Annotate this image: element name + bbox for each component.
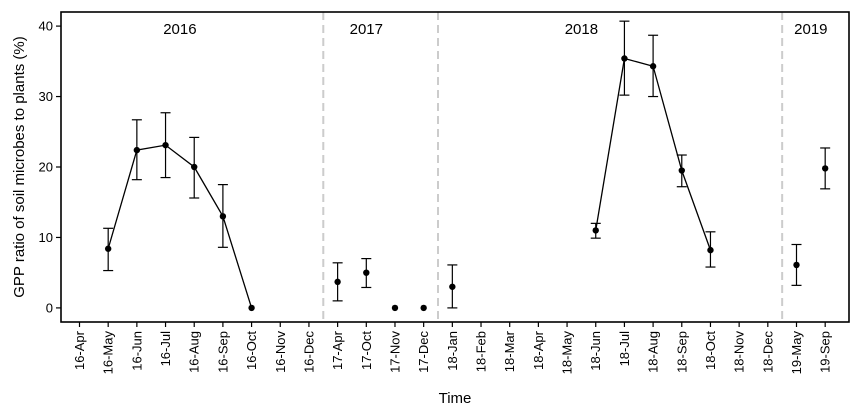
x-tick-label-16-Jul: 16-Jul xyxy=(158,331,173,367)
series-lines xyxy=(107,57,712,309)
x-tick-label-18-Mar: 18-Mar xyxy=(502,330,517,372)
data-point-16-Aug xyxy=(191,163,198,171)
x-tick-label-18-Jul: 18-Jul xyxy=(617,331,632,367)
x-tick-label-17-Nov: 17-Nov xyxy=(387,331,402,373)
x-tick-label-18-Aug: 18-Aug xyxy=(646,331,661,373)
x-tick-label-18-Sep: 18-Sep xyxy=(674,331,689,373)
y-tick-label-10: 10 xyxy=(39,230,53,245)
x-tick-label-16-May: 16-May xyxy=(101,331,116,375)
data-point-19-Sep xyxy=(821,165,829,172)
x-tick-label-17-Apr: 17-Apr xyxy=(330,330,345,370)
x-tick-label-16-Jun: 16-Jun xyxy=(129,331,144,371)
x-tick-label-16-Oct: 16-Oct xyxy=(244,331,259,370)
x-tick-label-16-Dec: 16-Dec xyxy=(301,331,316,373)
x-tick-label-16-Apr: 16-Apr xyxy=(72,330,87,370)
data-point-16-Jun xyxy=(133,146,141,154)
data-point-17-Dec xyxy=(420,304,427,312)
x-tick-label-18-Nov: 18-Nov xyxy=(732,331,747,373)
data-point-17-Nov xyxy=(391,304,399,312)
y-axis: 0 10 20 30 40 xyxy=(39,19,61,315)
plot-frame xyxy=(60,11,850,323)
x-tick-label-18-Oct: 18-Oct xyxy=(703,331,718,370)
data-point-17-Oct xyxy=(363,269,370,276)
x-tick-label-16-Aug: 16-Aug xyxy=(187,331,202,373)
y-axis-title: GPP ratio of soil microbes to plants (%) xyxy=(11,36,28,298)
year-label-2017: 2017 xyxy=(350,21,383,38)
data-point-16-Oct xyxy=(248,304,255,312)
year-dividers xyxy=(322,12,784,322)
x-tick-label-19-Sep: 19-Sep xyxy=(818,331,833,373)
data-points xyxy=(104,55,829,312)
y-tick-label-0: 0 xyxy=(46,300,53,315)
data-point-18-Sep xyxy=(678,167,685,174)
x-tick-label-16-Sep: 16-Sep xyxy=(215,331,230,373)
series-line-0 xyxy=(107,144,253,309)
data-point-18-Jun xyxy=(592,227,599,234)
x-tick-label-18-Jun: 18-Jun xyxy=(588,331,603,371)
y-tick-label-30: 30 xyxy=(39,89,53,104)
data-point-18-Aug xyxy=(649,63,657,70)
x-tick-label-19-May: 19-May xyxy=(789,331,804,375)
year-label-2016: 2016 xyxy=(163,21,196,38)
x-tick-label-18-May: 18-May xyxy=(560,331,575,375)
data-point-19-May xyxy=(793,261,800,269)
x-tick-label-17-Dec: 17-Dec xyxy=(416,331,431,373)
x-tick-label-18-Feb: 18-Feb xyxy=(474,331,489,372)
y-tick-label-40: 40 xyxy=(39,19,53,34)
x-axis-title: Time xyxy=(439,390,472,407)
year-labels: 2016 2017 2018 2019 xyxy=(163,21,827,38)
x-tick-label-18-Jan: 18-Jan xyxy=(445,331,460,371)
data-point-18-Jul xyxy=(621,55,628,62)
data-point-16-Sep xyxy=(219,213,227,220)
y-tick-label-20: 20 xyxy=(39,160,53,175)
data-point-17-Apr xyxy=(334,278,341,286)
x-tick-label-18-Apr: 18-Apr xyxy=(531,330,546,370)
year-label-2019: 2019 xyxy=(794,21,827,38)
data-point-16-Jul xyxy=(162,141,169,149)
data-point-18-Oct xyxy=(707,246,714,254)
year-label-2018: 2018 xyxy=(565,21,598,38)
x-tick-label-16-Nov: 16-Nov xyxy=(273,331,288,373)
x-tick-label-17-Oct: 17-Oct xyxy=(359,331,374,370)
data-point-16-May xyxy=(104,245,112,252)
error-bars xyxy=(103,20,831,309)
x-tick-label-18-Dec: 18-Dec xyxy=(760,331,775,373)
data-point-18-Jan xyxy=(449,283,456,290)
x-axis: 16-Apr 16-May 16-Jun 16-Jul 16-Aug 16-Sep 16-O… xyxy=(72,322,833,374)
